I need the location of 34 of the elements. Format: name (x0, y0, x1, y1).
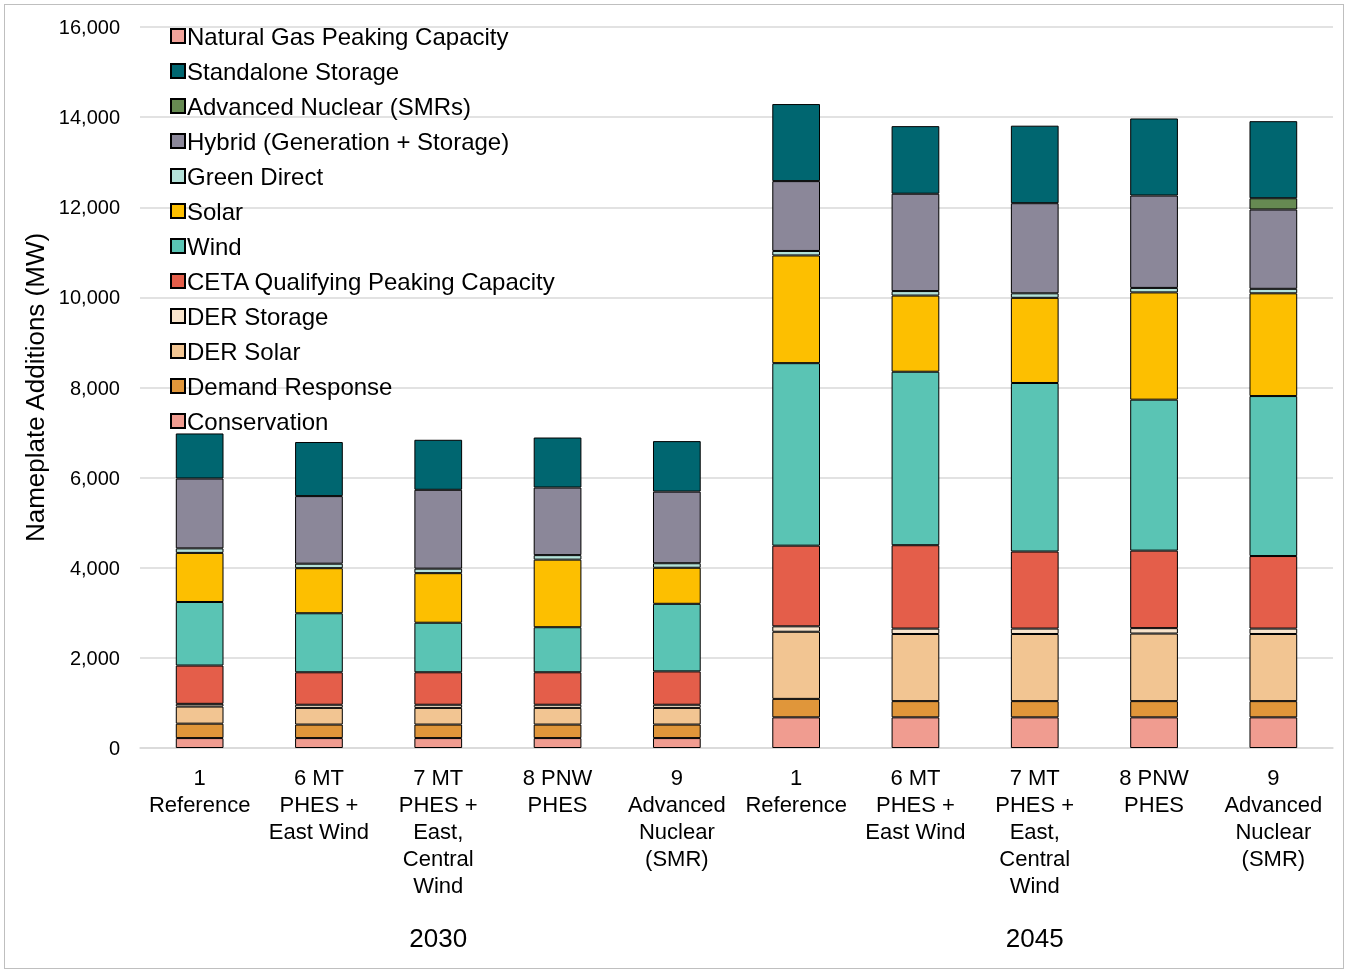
legend-label: DER Solar (187, 337, 301, 365)
y-tick-label: 4,000 (69, 556, 120, 579)
legend-label: Wind (187, 232, 242, 260)
legend-label: Natural Gas Peaking Capacity (187, 22, 509, 50)
legend-label: Conservation (187, 407, 329, 435)
x-tick-label: 6 MT PHES + East Wind (268, 765, 370, 844)
legend-label: Green Direct (187, 162, 324, 190)
x-tick-label: 1 Reference (148, 765, 251, 817)
x-tick-label: 9 Advanced Nuclear (SMR) (627, 765, 726, 871)
legend-label: Advanced Nuclear (SMRs) (187, 92, 472, 120)
x-tick-label: 8 PNW PHES (522, 765, 593, 817)
legend-label: Demand Response (187, 372, 393, 400)
x-tick-label: 1 Reference (745, 765, 847, 817)
legend-label: DER Storage (187, 302, 329, 330)
y-tick-label: 2,000 (69, 646, 120, 669)
y-tick-label: 8,000 (69, 376, 120, 399)
y-axis-title: Nameplate Additions (MW) (19, 232, 50, 543)
y-tick-label: 6,000 (69, 466, 120, 489)
legend-label: Standalone Storage (187, 57, 400, 85)
legend-label: Hybrid (Generation + Storage) (187, 127, 510, 155)
legend-label: CETA Qualifying Peaking Capacity (187, 267, 555, 295)
y-tick-label: 10,000 (58, 286, 120, 309)
x-tick-label: 8 PNW PHES (1119, 765, 1190, 817)
text: 2045 (1005, 923, 1064, 954)
legend-label: Solar (187, 197, 244, 225)
y-tick-label: 12,000 (58, 196, 120, 219)
x-tick-label: 7 MT PHES + East, Central Wind (995, 765, 1075, 898)
text: 2030 (409, 923, 468, 954)
x-tick-label: 7 MT PHES + East, Central Wind (398, 765, 478, 898)
x-tick-label: 6 MT PHES + East Wind (865, 765, 966, 844)
x-tick-label: 9 Advanced Nuclear (SMR) (1224, 765, 1323, 871)
y-tick-label: 16,000 (58, 16, 120, 38)
y-tick-label: 14,000 (58, 106, 120, 129)
y-tick-label: 0 (108, 737, 120, 759)
